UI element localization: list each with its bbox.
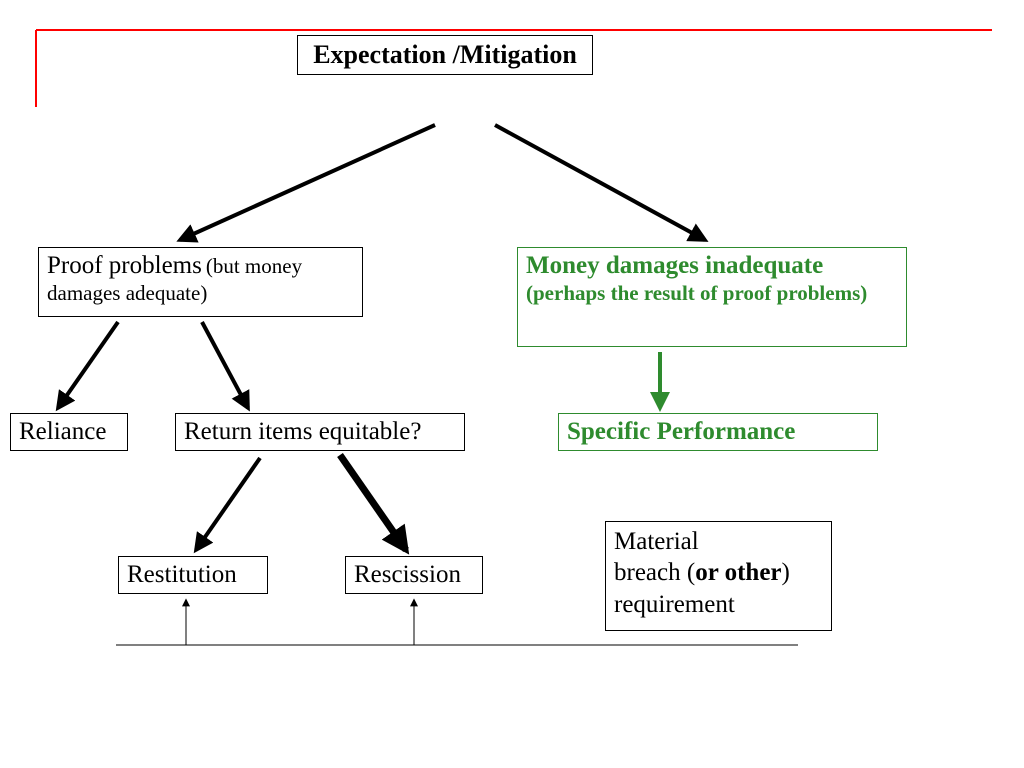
node-specific-performance: Specific Performance xyxy=(558,413,878,451)
material-line2a: breach ( xyxy=(614,559,695,586)
material-line1: Material xyxy=(614,528,699,555)
node-restitution: Restitution xyxy=(118,556,268,594)
edge-return-restitution xyxy=(196,458,260,550)
node-return-items-label: Return items equitable? xyxy=(184,418,421,445)
node-material-breach: Material breach (or other) requirement xyxy=(605,521,832,631)
edges-overlay xyxy=(0,0,1024,768)
node-money-sub: (perhaps the result of proof problems) xyxy=(526,281,867,305)
material-line2b: or other xyxy=(695,559,781,586)
node-money-damages: Money damages inadequate (perhaps the re… xyxy=(517,247,907,347)
material-line2c: ) xyxy=(782,559,790,586)
node-rescission-label: Rescission xyxy=(354,561,461,588)
material-line3: requirement xyxy=(614,591,735,618)
node-specific-label: Specific Performance xyxy=(567,418,795,445)
node-reliance: Reliance xyxy=(10,413,128,451)
node-return-items: Return items equitable? xyxy=(175,413,465,451)
red-rule xyxy=(0,0,1024,768)
node-expectation-mitigation: Expectation /Mitigation xyxy=(297,35,593,75)
node-root-label: Expectation /Mitigation xyxy=(313,40,577,69)
edge-proof-reliance xyxy=(58,322,118,408)
edge-root-money xyxy=(495,125,705,240)
node-rescission: Rescission xyxy=(345,556,483,594)
node-restitution-label: Restitution xyxy=(127,561,237,588)
edge-return-rescission xyxy=(340,455,406,550)
edge-proof-return xyxy=(202,322,248,408)
node-reliance-label: Reliance xyxy=(19,418,106,445)
node-money-main: Money damages inadequate xyxy=(526,252,823,279)
edge-root-proof xyxy=(180,125,435,240)
node-proof-main: Proof problems xyxy=(47,252,202,279)
node-proof-problems: Proof problems (but money damages adequa… xyxy=(38,247,363,317)
